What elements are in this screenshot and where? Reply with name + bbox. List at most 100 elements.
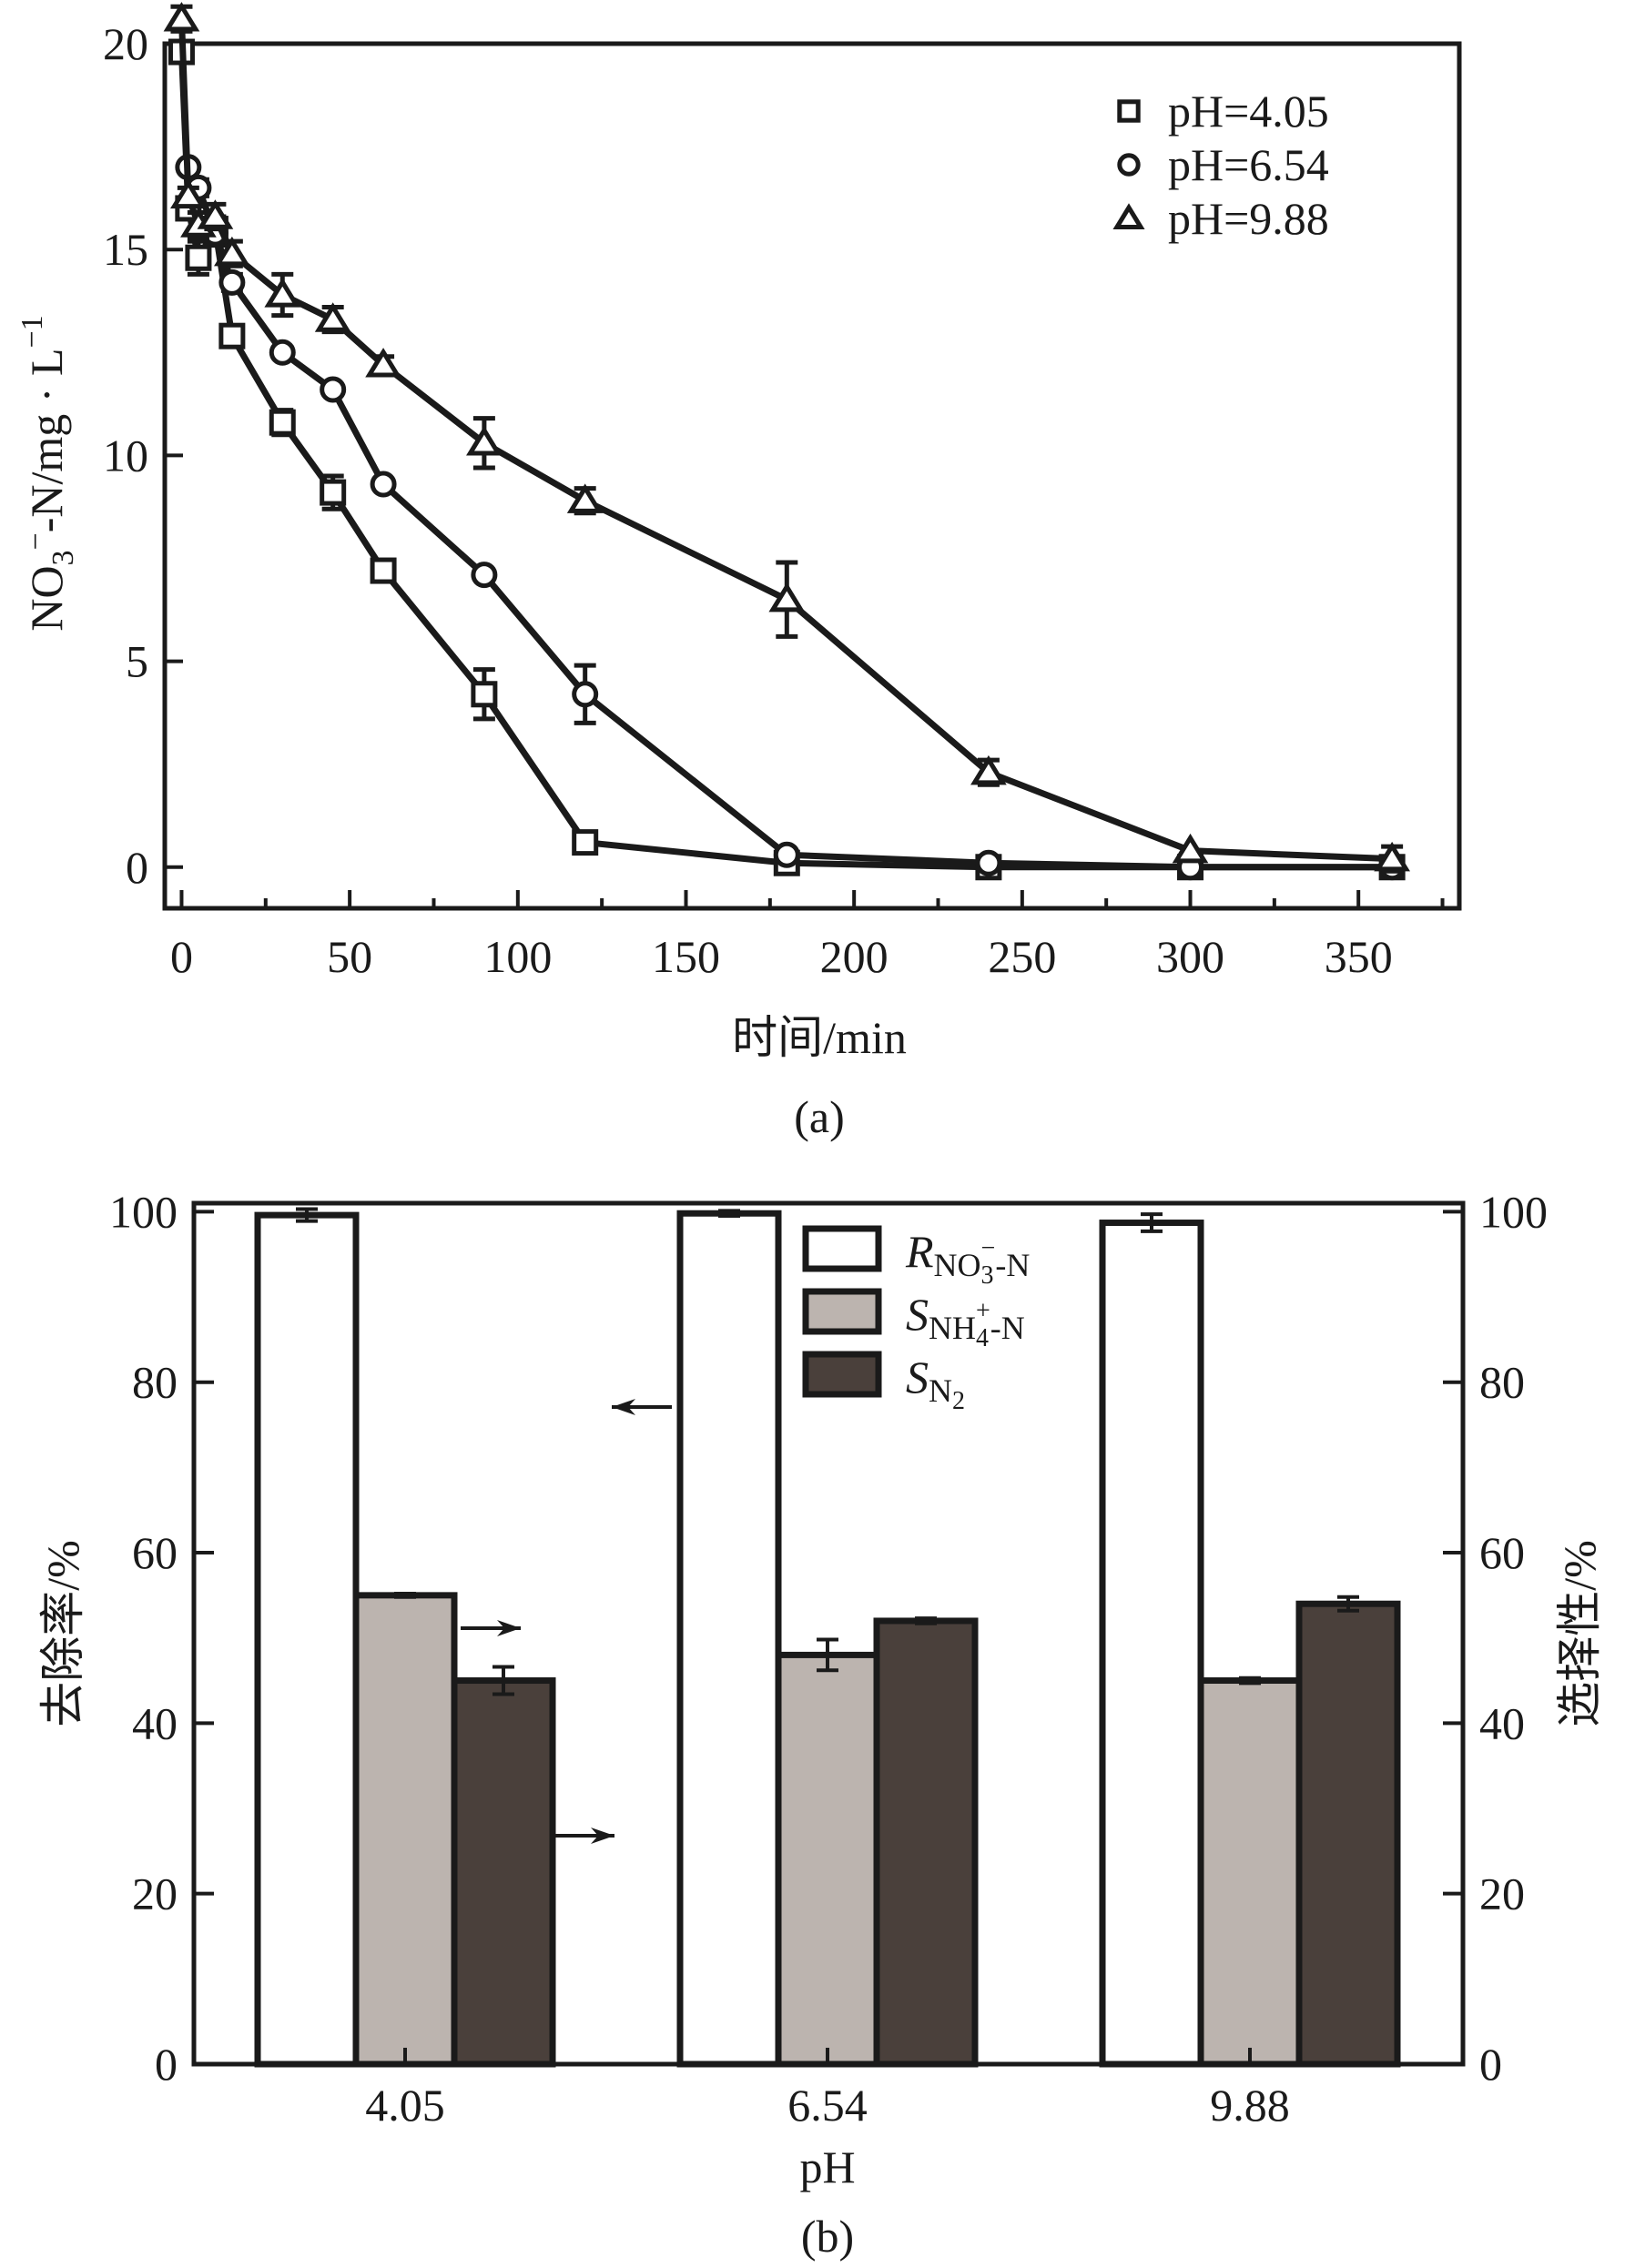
x-tick-label: 50 <box>327 931 372 982</box>
legend-superscript: + <box>976 1297 990 1325</box>
y-tick-label-left: 60 <box>132 1527 178 1578</box>
bar-4.05-0 <box>254 1211 360 2068</box>
legend-subscript: N <box>929 1372 952 1409</box>
x-tick-label: 150 <box>652 931 720 982</box>
data-point <box>264 278 301 308</box>
x-tick-label: 0 <box>170 931 193 982</box>
data-point <box>975 849 1002 876</box>
y-title-main: NO <box>21 565 72 631</box>
x-axis-ticks: 0 50 100 150 200 250 300 350 <box>170 890 1445 982</box>
y-title-sup: − <box>19 532 53 550</box>
data-point <box>566 483 604 513</box>
legend-marker-circle <box>1117 153 1141 177</box>
data-point <box>365 348 401 378</box>
panel-label-a: (a) <box>794 1091 845 1142</box>
data-point <box>214 236 250 267</box>
y-tick-label-left: 0 <box>155 2039 178 2090</box>
y-tick-label-right: 40 <box>1479 1697 1525 1748</box>
bars <box>254 1207 1401 2068</box>
data-point <box>185 244 212 271</box>
panel-b-bar-chart: 0 0 20 20 40 40 60 60 80 80 100 100 4.05 6.54 9.88 去除… <box>37 1186 1605 2262</box>
legend-swatch <box>802 1225 882 1272</box>
y-axis-title: NO3−-N/mg · L−1 <box>15 315 80 631</box>
arrow-head-icon <box>591 1828 614 1844</box>
series-circle <box>175 154 1406 881</box>
y-axis-title-right: 选择性/% <box>1554 1540 1605 1727</box>
legend-subscript-2: 3 <box>981 1261 994 1290</box>
bar-9.88-2 <box>1295 1600 1401 2068</box>
x-tick-label: 200 <box>820 931 889 982</box>
legend-symbol: R <box>905 1226 934 1277</box>
y-tick-label-left: 100 <box>109 1186 178 1237</box>
legend-swatch <box>802 1351 882 1398</box>
data-point <box>218 268 246 296</box>
data-point <box>1374 841 1410 872</box>
series-triangle <box>163 2 1410 874</box>
data-point <box>269 409 296 436</box>
x-tick-label: 9.88 <box>1210 2080 1290 2131</box>
legend-label: SNH4+-N <box>906 1289 1025 1352</box>
y-tick-label: 15 <box>103 224 148 275</box>
data-series <box>163 2 1410 881</box>
x-tick-label: 350 <box>1325 931 1393 982</box>
y-tick-label-right: 100 <box>1479 1186 1548 1237</box>
y-tick-label-left: 20 <box>132 1868 178 1919</box>
y-title-sub: 3 <box>46 550 80 565</box>
data-point <box>320 479 347 506</box>
x-tick-label: 4.05 <box>365 2080 445 2131</box>
x-axis-title-b: pH <box>799 2141 855 2192</box>
x-axis-tick-labels: 4.05 6.54 9.88 <box>365 2048 1290 2131</box>
data-point <box>370 557 397 584</box>
bar-6.54-2 <box>873 1617 979 2068</box>
x-tick-label: 250 <box>988 931 1056 982</box>
y-tick-label-right: 60 <box>1479 1527 1525 1578</box>
y-title-exp: −1 <box>15 315 49 348</box>
data-point <box>1172 833 1209 864</box>
data-point <box>218 322 246 349</box>
panel-label-b: (b) <box>801 2211 854 2262</box>
data-point <box>773 841 800 868</box>
data-point <box>163 2 200 32</box>
data-point <box>370 471 397 498</box>
y-tick-label-left: 40 <box>132 1697 178 1748</box>
y-axis-title-left: 去除率/% <box>37 1540 88 1727</box>
x-tick-label: 300 <box>1156 931 1224 982</box>
series-line <box>185 166 1393 871</box>
y-tick-label-left: 80 <box>132 1357 178 1408</box>
bar-4.05-2 <box>451 1677 556 2068</box>
bar-6.54-1 <box>775 1651 880 2068</box>
data-point <box>970 754 1007 785</box>
y-tick-label: 10 <box>103 430 148 481</box>
plot-frame <box>162 41 1462 911</box>
legend-label: pH=4.05 <box>1168 86 1329 137</box>
legend-swatch <box>802 1288 882 1335</box>
data-point <box>466 426 503 456</box>
data-point <box>471 681 498 708</box>
axis-arrows <box>461 1399 672 1844</box>
legend-label: pH=6.54 <box>1168 139 1329 190</box>
y-axis-ticks: 0 0 20 20 40 40 60 60 80 80 100 100 <box>109 1186 1548 2090</box>
data-point <box>197 199 234 229</box>
legend-subscript: NO <box>934 1247 981 1283</box>
data-point <box>572 829 599 856</box>
legend-superscript: − <box>981 1234 996 1262</box>
data-point <box>471 562 498 589</box>
y-tick-label-right: 0 <box>1479 2039 1502 2090</box>
bar-9.88-1 <box>1197 1677 1303 2068</box>
x-tick-label: 100 <box>483 931 552 982</box>
x-tick-label: 6.54 <box>787 2080 868 2131</box>
data-point <box>169 178 207 209</box>
panel-a-line-chart: 0 50 100 150 200 250 300 350 0 5 10 15 20 NO3−-N/mg… <box>15 2 1462 1142</box>
legend-subscript: NH <box>929 1310 976 1346</box>
data-point <box>314 302 351 332</box>
y-tick-label: 5 <box>126 636 148 687</box>
legend-marker-square <box>1117 99 1141 123</box>
y-axis-ticks: 0 5 10 15 20 <box>103 18 183 893</box>
y-title-rest: -N/mg · L <box>21 349 72 533</box>
bar-4.05-1 <box>352 1592 458 2068</box>
data-point <box>269 339 296 366</box>
x-axis-title: 时间/min <box>732 1012 907 1063</box>
